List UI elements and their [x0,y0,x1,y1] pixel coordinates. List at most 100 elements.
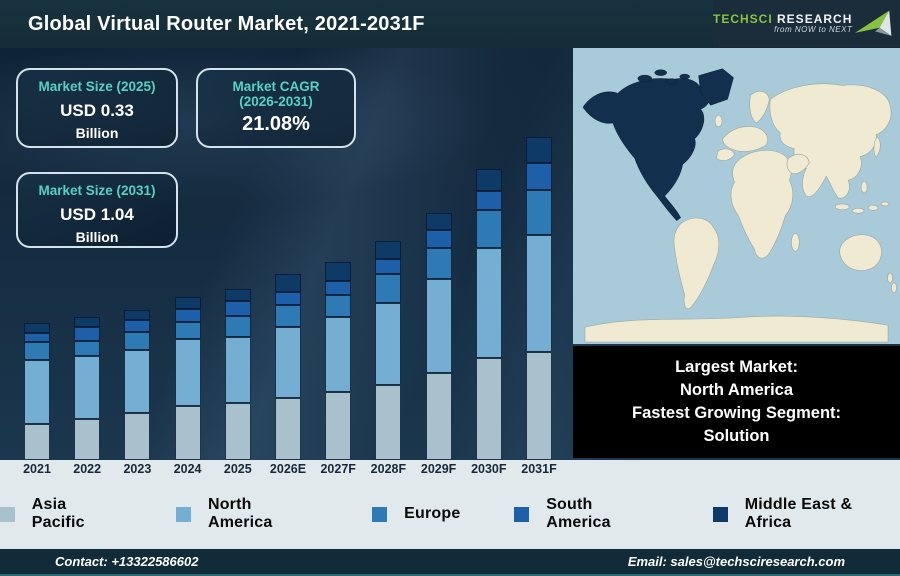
bar-segment [325,317,352,392]
bar-segment [425,213,452,230]
bar-segment [526,137,552,163]
bar-segment [24,333,50,342]
bar-segment [475,191,502,210]
bar-segment [425,248,452,279]
bar-2022 [74,317,101,460]
bar-segment [475,210,502,248]
bar-segment [74,317,101,327]
bar-segment [124,310,151,320]
bar-segment [224,316,251,337]
bar-segment [526,352,552,460]
bar-2028F [375,241,402,460]
bar-segment [275,274,301,292]
box-value: USD 0.33 [60,101,134,120]
chart-legend: Asia Pacific North America Europe South Ame… [0,496,900,532]
header-bar: Global Virtual Router Market, 2021-2031F… [0,0,900,48]
bar-2023 [124,310,151,460]
bar-segment [174,309,201,322]
bar-segment [74,356,101,419]
logo-arrow-icon [855,10,892,36]
bar-segment [224,337,251,403]
legend-item: Middle East & Africa [713,496,900,532]
market-size-2025-box: Market Size (2025) USD 0.33 Billion [16,68,178,148]
bar-segment [174,339,201,406]
bar-segment [325,281,352,295]
bar-segment [425,230,452,248]
box-title: Market Size (2031) [38,183,156,198]
legend-label: South America [546,496,611,531]
bar-segment [224,289,251,301]
bar-segment [475,169,502,191]
legend-item: Asia Pacific [0,496,122,532]
box-title: Market CAGR [232,79,320,94]
x-axis-label: 2027F [320,462,356,476]
bar-2031F [526,137,552,460]
callout-line: Largest Market: [675,357,798,376]
page-title: Global Virtual Router Market, 2021-2031F [28,13,425,35]
legend-item: North America [176,496,318,532]
bar-segment [275,398,301,460]
bar-segment [325,392,352,460]
bar-segment [325,262,352,281]
legend-item: South America [514,496,659,532]
x-axis-label: 2024 [173,462,202,476]
bar-segment [74,419,101,460]
bar-segment [375,241,402,259]
legend-label: Asia Pacific [31,496,85,531]
bar-segment [24,323,50,333]
legend-swatch [372,506,388,522]
bar-segment [74,327,101,341]
bar-segment [224,403,251,460]
x-axis-label: 2029F [420,462,457,476]
callout-line: Solution [703,427,770,446]
bar-segment [475,358,502,460]
contact-email: Email: sales@techsciresearch.com [627,554,845,569]
bar-2025 [224,289,251,460]
x-axis-labels: 2021 2022 2023 2024 2025 2026E 2027F 2028F 2029F… [0,460,572,480]
largest-market-callout: Largest Market: North America Fastest Grow… [573,346,900,458]
bar-segment [425,373,452,460]
legend-item: Europe [372,505,460,523]
box-value: USD 1.04 [60,205,134,224]
bar-2027F [325,262,352,460]
bar-segment [24,360,50,424]
market-size-2031-box: Market Size (2031) USD 1.04 Billion [16,172,178,248]
bar-segment [24,424,50,460]
x-axis-label: 2030F [471,462,507,476]
bar-segment [124,332,151,350]
logo-tagline: from NOW to NEXT [774,24,853,34]
bar-segment [275,327,301,398]
footer-bar: Contact: +13322586602 Email: sales@techs… [0,549,900,576]
legend-label: Middle East & Africa [744,496,853,531]
bar-segment [375,259,402,274]
bar-segment [275,292,301,305]
market-cagr-box: Market CAGR (2026-2031) 21.08% [196,68,356,148]
bar-segment [526,163,552,190]
legend-swatch [0,506,15,522]
legend-swatch [713,506,728,522]
bar-segment [425,279,452,373]
callout-line: Fastest Growing Segment: [631,404,842,422]
bar-segment [526,235,552,352]
legend-label: North America [207,496,273,531]
box-title: Market Size (2025) [38,79,156,94]
legend-label: Europe [404,505,461,522]
axis-and-legend-strip: 2021 2022 2023 2024 2025 2026E 2027F 2028F 2029F… [0,460,900,549]
bar-segment [526,190,552,235]
world-map [573,48,900,344]
bar-segment [325,295,352,317]
bar-2029F [425,213,452,460]
legend-swatch [514,506,530,522]
bar-2021 [24,323,50,460]
bar-2024 [174,297,201,460]
legend-swatch [176,506,191,522]
contact-phone: Contact: +13322586602 [55,554,199,569]
bar-2030F [475,169,502,460]
bar-segment [224,301,251,316]
bar-segment [174,297,201,309]
x-axis-label: 2028F [370,462,407,476]
bar-segment [375,385,402,460]
x-axis-label: 2031F [521,462,557,476]
bar-segment [375,274,402,303]
